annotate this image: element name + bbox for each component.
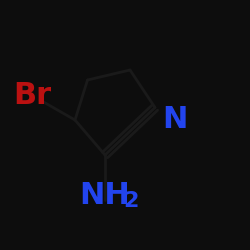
Text: N: N: [162, 106, 188, 134]
Text: 2: 2: [124, 191, 139, 211]
Text: NH: NH: [80, 180, 130, 210]
Text: Br: Br: [14, 80, 52, 110]
